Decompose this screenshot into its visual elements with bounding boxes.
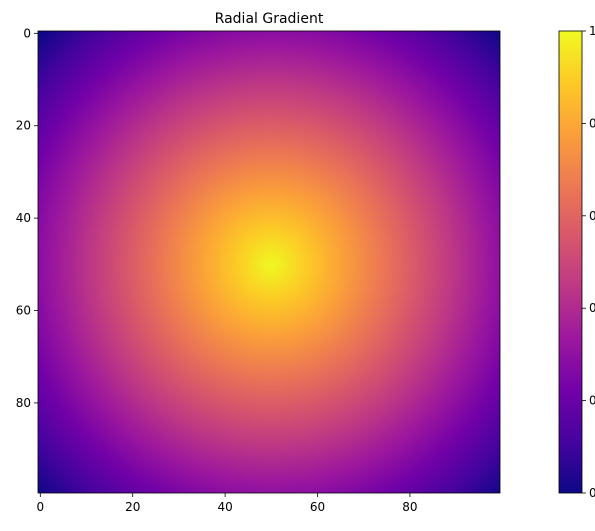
heatmap-image-frame (38, 31, 500, 493)
y-tick-label: 80 (16, 396, 31, 410)
y-tick-label: 20 (16, 119, 31, 133)
colorbar-tick-label: 0.2 (589, 394, 595, 408)
y-tick-label: 0 (23, 26, 31, 40)
colorbar-tick-label: 0.0 (589, 486, 595, 500)
x-tick-label: 20 (125, 500, 140, 514)
colorbar (559, 31, 582, 493)
heatmap-image (38, 31, 500, 493)
x-tick-label: 60 (310, 500, 325, 514)
colorbar-tick-label: 0.4 (589, 301, 595, 315)
x-axis: 0 20 40 60 80 (36, 493, 418, 514)
x-tick-label: 40 (217, 500, 232, 514)
colorbar-axis: 0.0 0.2 0.4 0.6 0.8 1.0 (582, 24, 595, 500)
colorbar-tick-label: 0.6 (589, 209, 595, 223)
y-axis: 0 20 40 60 80 (16, 26, 38, 410)
x-tick-label: 0 (36, 500, 44, 514)
colorbar-tick-label: 1.0 (589, 24, 595, 38)
plot-frame (37, 30, 501, 494)
colorbar-tick-label: 0.8 (589, 116, 595, 130)
chart-title: Radial Gradient (215, 11, 324, 27)
colorbar-frame (558, 30, 583, 494)
x-tick-label: 80 (402, 500, 417, 514)
y-tick-label: 40 (16, 211, 31, 225)
y-tick-label: 60 (16, 304, 31, 318)
